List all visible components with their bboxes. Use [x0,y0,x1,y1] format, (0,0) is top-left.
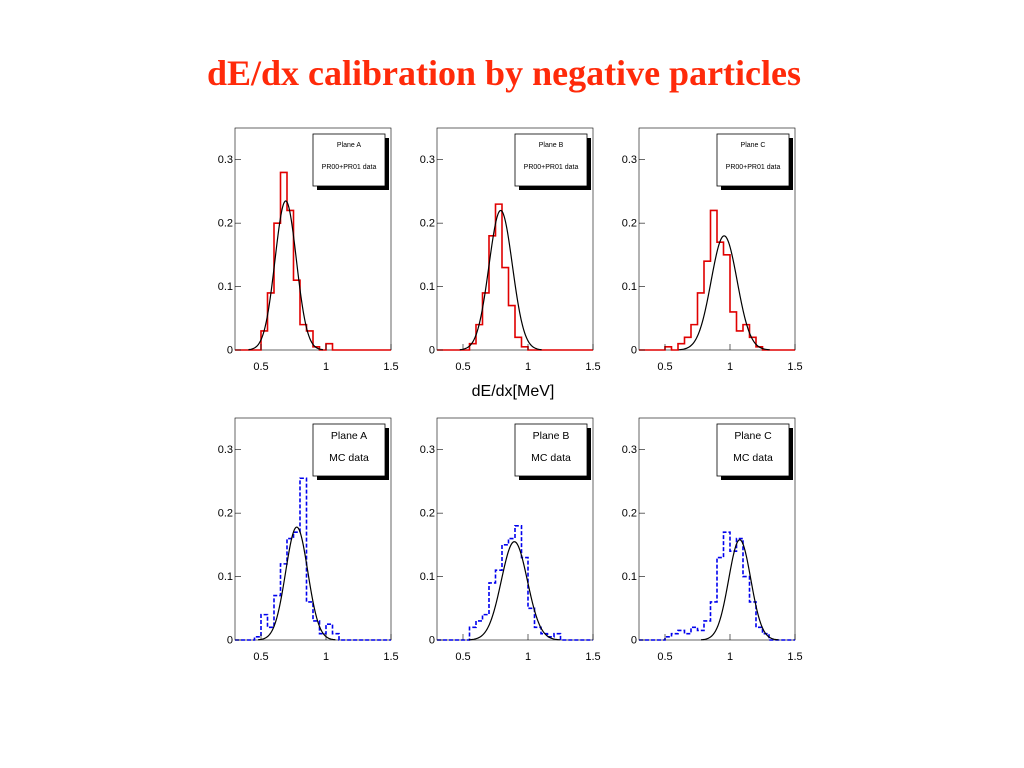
x-tick-label: 1.5 [787,651,802,663]
x-tick-label: 1.5 [383,361,398,373]
y-tick-label: 0 [631,635,637,647]
legend-box [514,133,588,187]
y-tick-label: 0.1 [420,281,435,293]
x-tick-label: 1 [323,361,329,373]
y-tick-label: 0.3 [218,444,233,456]
y-tick-label: 0.1 [420,571,435,583]
x-tick-label: 0.5 [455,651,470,663]
y-tick-label: 0 [429,635,435,647]
legend-subtitle: MC data [329,452,369,464]
y-tick-label: 0.2 [622,218,637,230]
x-tick-label: 0.5 [253,361,268,373]
fit-curve [248,200,324,351]
y-tick-label: 0.3 [622,154,637,166]
slide-title: dE/dx calibration by negative particles [207,53,801,93]
x-tick-label: 1 [727,361,733,373]
x-tick-label: 0.5 [657,651,672,663]
y-tick-label: 0.2 [420,218,435,230]
y-tick-label: 0.1 [622,571,637,583]
chart-panel: 0 0.1 0.2 0.3 0.5 1 1.5 Plane C PR00+PR01 data [622,127,803,373]
legend-title: Plane C [734,430,772,442]
y-tick-label: 0 [227,635,233,647]
legend-title: Plane B [539,142,564,149]
chart-panel: 0 0.1 0.2 0.3 0.5 1 1.5 Plane A MC data [218,417,399,663]
x-tick-label: 1 [525,651,531,663]
histogram-series [235,171,391,351]
y-tick-label: 0.2 [420,508,435,520]
histogram-series [639,209,795,351]
y-tick-label: 0.1 [218,281,233,293]
y-tick-label: 0.2 [218,508,233,520]
y-tick-label: 0.1 [622,281,637,293]
y-tick-label: 0.3 [420,154,435,166]
legend-subtitle: MC data [733,452,773,464]
legend-box [312,133,386,187]
x-tick-label: 1 [727,651,733,663]
legend-box [716,133,790,187]
x-tick-label: 1 [323,651,329,663]
x-tick-label: 1.5 [585,651,600,663]
histogram-series [235,477,391,641]
fit-curve [258,526,336,641]
chart-panel: 0 0.1 0.2 0.3 0.5 1 1.5 Plane C MC data [622,417,803,663]
chart-panel: 0 0.1 0.2 0.3 0.5 1 1.5 Plane B MC data [420,417,601,663]
fit-curve [678,235,770,351]
legend-box [514,423,588,477]
y-tick-label: 0.3 [218,154,233,166]
y-tick-label: 0.3 [622,444,637,456]
x-tick-label: 1 [525,361,531,373]
y-tick-label: 0.2 [218,218,233,230]
x-tick-label: 1.5 [787,361,802,373]
legend-title: Plane A [337,142,361,149]
chart-panel: 0 0.1 0.2 0.3 0.5 1 1.5 Plane B PR00+PR01 data [420,127,601,373]
x-tick-label: 0.5 [657,361,672,373]
x-tick-label: 1.5 [585,361,600,373]
y-tick-label: 0 [631,345,637,357]
fit-curve [468,541,560,641]
fit-curve [701,539,779,641]
x-axis-label: dE/dx[MeV] [471,383,555,400]
legend-title: Plane C [741,142,766,149]
x-tick-label: 0.5 [455,361,470,373]
x-tick-label: 1.5 [383,651,398,663]
y-tick-label: 0 [227,345,233,357]
legend-box [312,423,386,477]
legend-title: Plane A [331,430,367,442]
y-tick-label: 0 [429,345,435,357]
chart-panel: 0 0.1 0.2 0.3 0.5 1 1.5 Plane A PR00+PR01 data [218,127,399,373]
legend-subtitle: PR00+PR01 data [524,164,579,171]
legend-subtitle: PR00+PR01 data [726,164,781,171]
y-tick-label: 0.1 [218,571,233,583]
fit-curve [459,209,542,351]
y-tick-label: 0.3 [420,444,435,456]
legend-box [716,423,790,477]
legend-subtitle: MC data [531,452,571,464]
x-tick-label: 0.5 [253,651,268,663]
legend-subtitle: PR00+PR01 data [322,164,377,171]
y-tick-label: 0.2 [622,508,637,520]
legend-title: Plane B [533,430,570,442]
